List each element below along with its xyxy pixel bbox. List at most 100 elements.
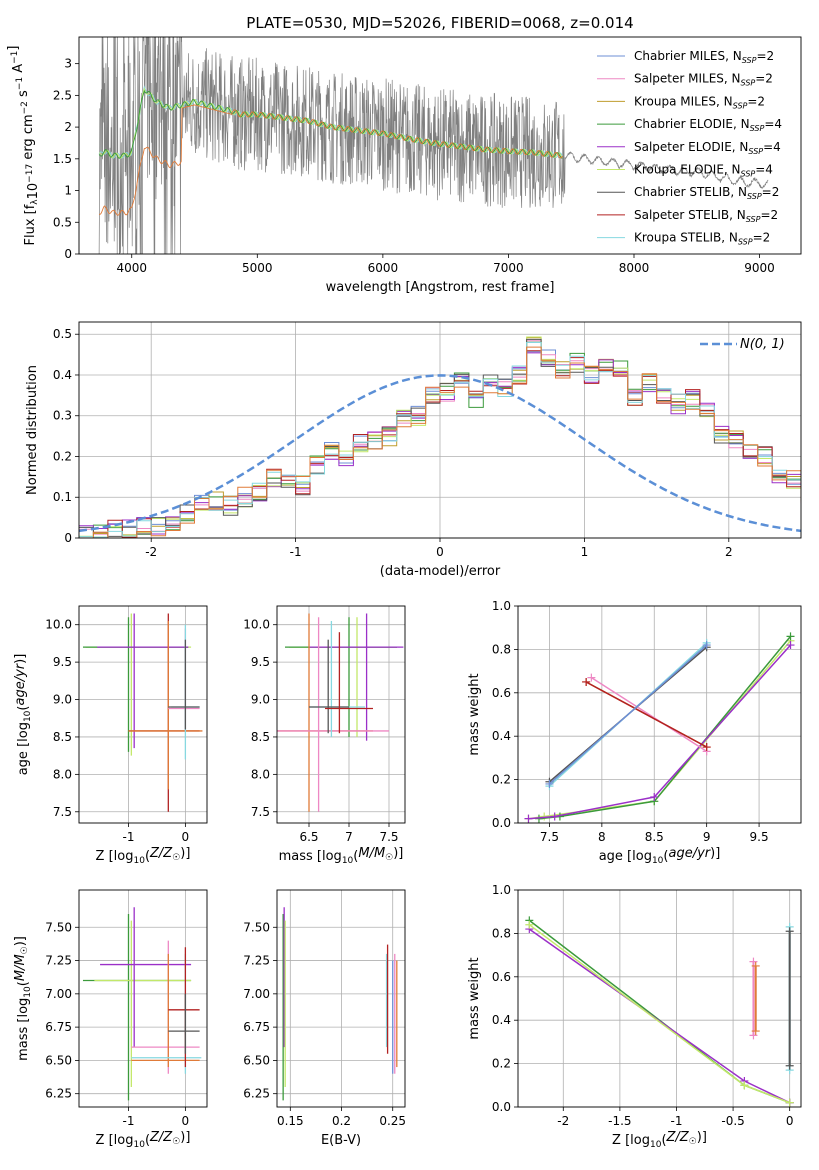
x-label-part: 10: [342, 856, 354, 866]
legend-text: Chabrier ELODIE, N: [634, 117, 750, 131]
x-axis-label: Z [log10(Z/Z☉)]: [612, 1130, 707, 1150]
y-tick-label: 1.5: [53, 152, 72, 166]
x-label-part: 10: [133, 856, 145, 866]
y-tick-label: 6.50: [243, 1053, 270, 1067]
y-tick-label: 0.2: [53, 449, 72, 463]
x-label-part: (: [353, 849, 358, 864]
legend-eq: =2: [755, 72, 773, 86]
legend-sub: SSP: [738, 238, 753, 247]
weight-marker: [550, 812, 559, 821]
y-tick-label: 0.8: [492, 642, 511, 656]
histogram-series: [79, 338, 801, 537]
x-axis-label: Z [log10(Z/Z☉)]: [96, 846, 191, 866]
x-label-part: mass [log: [279, 849, 342, 864]
plot-area: [524, 632, 795, 823]
y-tick-label: 7.50: [243, 920, 270, 934]
axes-frame: [276, 605, 406, 824]
panel-weight_vs_z: -2 -1.5 -1 -0.5 0 0.0 0.2 0.4 0.6 0.8 1.0 mass weig…: [467, 883, 802, 1150]
y-label-part: 10: [23, 986, 33, 998]
y-tick-label: 0.0: [492, 1100, 511, 1114]
x-tick-label: 7.5: [379, 830, 398, 844]
y-label-part: mass [log: [16, 998, 31, 1061]
legend-text: Chabrier STELIB, N: [634, 185, 747, 199]
y-axis-label: mass [log10(M/M☉)]: [13, 936, 33, 1061]
x-tick-label: -1: [123, 830, 135, 844]
x-label-part: )]: [697, 1130, 707, 1145]
y-tick-label: 7.00: [243, 987, 270, 1001]
y-tick-label: 0.2: [492, 773, 511, 787]
legend-label: Salpeter ELODIE, NSSP=4: [634, 140, 781, 156]
y-axis-label: age [log10(age/yr)]: [13, 654, 33, 776]
y-tick-label: 0.8: [492, 926, 511, 940]
weight-line: [528, 924, 790, 1104]
x-label-part: M/M: [358, 846, 385, 861]
x-label-part: age/yr: [668, 846, 711, 861]
model-spectrum: [98, 89, 563, 159]
axes-frame: [276, 889, 406, 1108]
panel-mass_vs_z: -1 06.256.506.757.007.257.50Z [log10(Z/Z☉…: [13, 889, 208, 1150]
y-tick-label: 0: [64, 531, 72, 545]
y-label-part: A: [11, 64, 26, 77]
weight-marker: [786, 641, 795, 650]
y-label-part: −1: [15, 77, 25, 90]
legend-sub: SSP: [741, 170, 756, 179]
y-tick-label: 7.25: [243, 954, 270, 968]
weight-marker: [749, 957, 758, 966]
x-tick-label: -1.5: [608, 1114, 631, 1128]
panel-mass_vs_ebv: 0.15 0.2 0.25 6.25 6.50 6.75 7.00 7.25 7.50 E(B-V…: [243, 889, 406, 1148]
weight-marker: [650, 792, 659, 801]
y-tick-label: 1.0: [492, 599, 511, 613]
x-axis-label: wavelength [Angstrom, rest frame]: [326, 280, 555, 295]
x-label-part: )]: [180, 1130, 190, 1145]
x-tick-label: 4000: [116, 261, 147, 275]
y-label-part: s: [16, 90, 31, 101]
legend-text: Salpeter STELIB, N: [634, 208, 746, 222]
x-tick-label: 8: [598, 830, 606, 844]
x-axis-label: mass [log10(M/M☉)]: [279, 846, 404, 866]
weight-line: [548, 644, 708, 785]
x-label-part: )]: [180, 846, 190, 861]
x-tick-label: -1: [123, 1114, 135, 1128]
legend-sub: SSP: [733, 101, 748, 110]
plot-area: [277, 613, 404, 812]
y-tick-label: 0.5: [53, 327, 72, 341]
y-tick-label: 0.6: [492, 970, 511, 984]
plot-area: [79, 336, 801, 538]
x-tick-label: 7: [345, 830, 353, 844]
x-tick-label: 7000: [493, 261, 524, 275]
x-label-part: Z/Z: [149, 846, 173, 861]
x-label-part: Z [log: [612, 1133, 650, 1148]
legend-label: N(0, 1): [740, 337, 785, 352]
legend-eq: =4: [763, 140, 781, 154]
plot-area: [525, 916, 794, 1107]
weight-marker: [751, 1027, 760, 1036]
y-tick-label: 9.5: [53, 655, 72, 669]
weight-marker: [785, 1098, 794, 1107]
weight-line: [590, 676, 708, 753]
model-spectrum: [98, 104, 563, 216]
y-tick-label: 6.75: [243, 1020, 270, 1034]
x-axis-label: Z [log10(Z/Z☉)]: [96, 1130, 191, 1150]
legend-text: Kroupa STELIB, N: [634, 231, 738, 245]
y-tick-label: 0.0: [492, 816, 511, 830]
legend-eq: =2: [762, 185, 780, 199]
legend-sub: SSP: [742, 56, 757, 65]
x-tick-label: -1: [290, 545, 302, 559]
y-tick-label: 0.4: [492, 729, 511, 743]
y-tick-label: 7.5: [251, 805, 270, 819]
legend-text: Kroupa MILES, N: [634, 94, 733, 108]
legend-eq: =2: [747, 94, 765, 108]
x-tick-label: -1: [670, 1114, 682, 1128]
x-label-part: Z/Z: [149, 1130, 173, 1145]
legend-eq: =4: [755, 163, 773, 177]
panel-weight_vs_age: 7.5 8 8.5 9 9.5 0.0 0.2 0.4 0.6 0.8 1.0 mass weight…: [467, 599, 802, 866]
y-tick-label: 1.0: [492, 883, 511, 897]
x-label-part: Z [log: [96, 849, 134, 864]
weight-marker: [785, 927, 794, 936]
x-tick-label: -0.5: [721, 1114, 744, 1128]
y-tick-label: 6.75: [45, 1020, 72, 1034]
y-axis-label: mass weight: [467, 673, 482, 755]
x-tick-label: 8.5: [645, 830, 664, 844]
y-tick-label: 3: [64, 57, 72, 71]
